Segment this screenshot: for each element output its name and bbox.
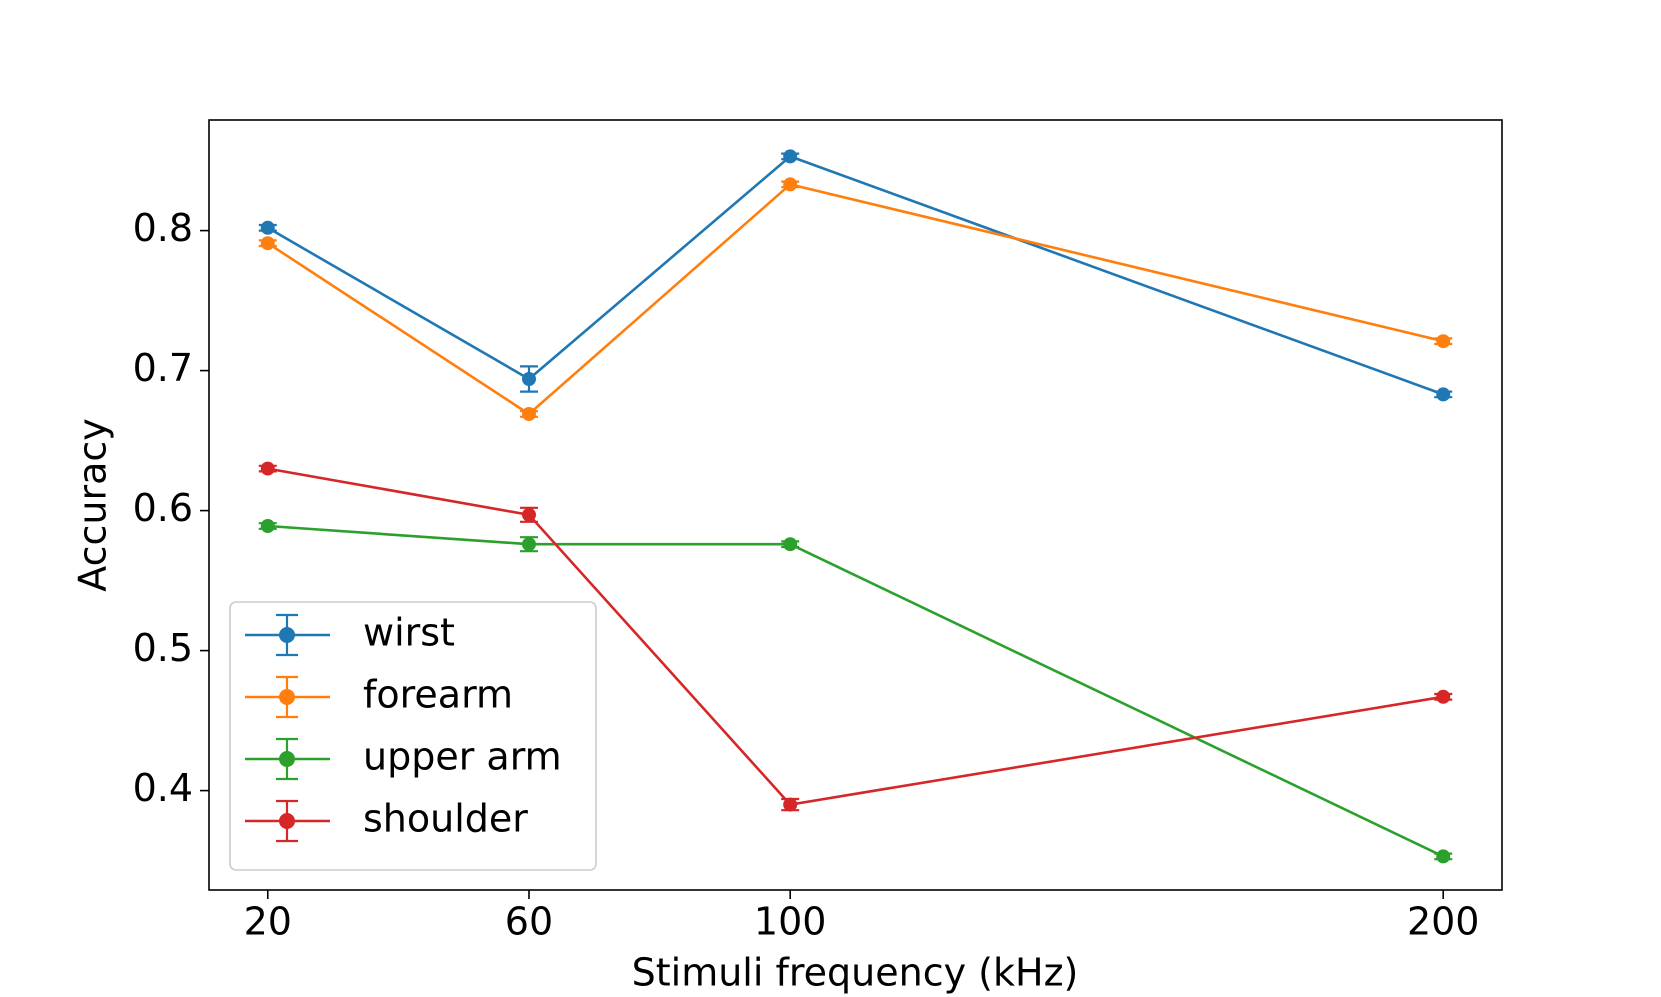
- legend-marker: [279, 689, 295, 705]
- data-point: [521, 372, 536, 386]
- y-tick-label: 0.4: [133, 766, 193, 810]
- x-tick-label: 60: [505, 900, 553, 944]
- y-tick-label: 0.8: [133, 206, 193, 250]
- x-axis-label: Stimuli frequency (kHz): [632, 951, 1079, 995]
- legend-marker: [279, 751, 295, 767]
- legend-box: [229, 601, 597, 871]
- data-point: [521, 537, 536, 552]
- y-tick-label: 0.7: [133, 346, 193, 390]
- x-tick-label: 200: [1407, 900, 1480, 944]
- legend-marker: [279, 627, 295, 643]
- data-point: [521, 507, 536, 522]
- x-tick-label: 100: [754, 900, 827, 944]
- series-line: [267, 154, 1444, 396]
- legend: wirst forearm upper arm shoulder: [229, 601, 597, 871]
- x-tick-label: 20: [244, 900, 292, 944]
- series-line: [267, 524, 1444, 858]
- data-point: [260, 461, 275, 476]
- data-point: [521, 407, 536, 421]
- data-point: [1436, 387, 1451, 402]
- data-point: [1436, 334, 1451, 349]
- data-point: [783, 149, 798, 164]
- data-point: [260, 519, 275, 533]
- data-point: [260, 236, 275, 251]
- legend-label: shoulder: [363, 797, 528, 841]
- data-point: [1436, 689, 1451, 704]
- data-point: [783, 797, 798, 812]
- legend-label: wirst: [363, 611, 455, 655]
- data-point: [260, 220, 275, 235]
- series-line: [267, 182, 1444, 416]
- legend-label: upper arm: [363, 735, 562, 779]
- data-point: [1436, 849, 1451, 864]
- y-tick-label: 0.5: [133, 626, 193, 670]
- series-line: [267, 467, 1444, 806]
- data-point: [783, 537, 798, 552]
- legend-marker: [279, 813, 295, 829]
- legend-label: forearm: [363, 673, 513, 717]
- plot-frame: [208, 119, 1503, 891]
- y-axis-label: Accuracy: [71, 418, 115, 592]
- data-point: [783, 177, 798, 192]
- y-tick-label: 0.6: [133, 486, 193, 530]
